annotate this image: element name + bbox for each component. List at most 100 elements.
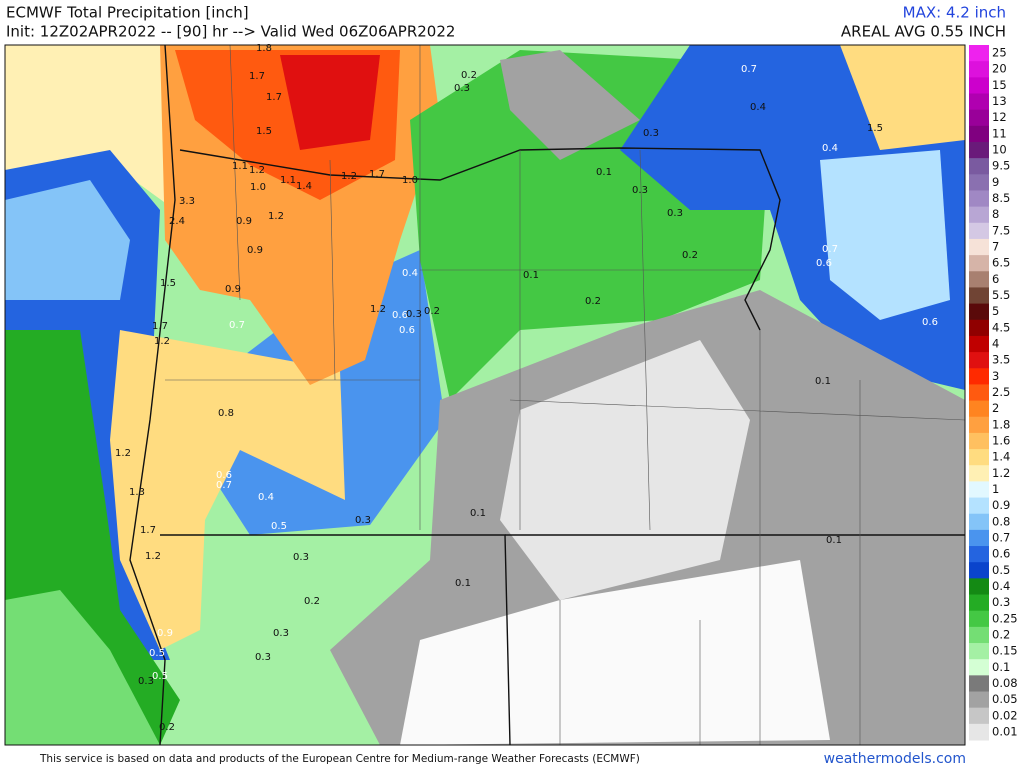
colorbar-label: 2.5: [992, 385, 1010, 399]
map-label: 1.7: [152, 321, 168, 332]
map-label: 0.6: [922, 317, 938, 328]
colorbar-swatch: [969, 238, 989, 256]
max-value: MAX: 4.2 inch: [903, 4, 1006, 22]
map-label: 0.1: [455, 578, 471, 589]
colorbar-swatch: [969, 449, 989, 466]
map-label: 1.7: [266, 92, 282, 103]
map-label: 0.1: [596, 167, 612, 178]
map-label: 0.3: [454, 83, 470, 94]
colorbar-swatch: [969, 255, 989, 272]
title: ECMWF Total Precipitation [inch]: [6, 4, 249, 22]
colorbar-swatch: [969, 659, 989, 676]
colorbar-swatch: [969, 45, 989, 62]
colorbar-swatch: [969, 465, 989, 482]
map-label: 0.2: [461, 70, 477, 81]
map-label: 0.2: [304, 596, 320, 607]
map-label: 0.9: [225, 284, 241, 295]
colorbar-swatch: [969, 723, 989, 741]
colorbar-label: 1.8: [992, 417, 1010, 431]
colorbar-label: 0.8: [992, 514, 1010, 528]
map-label: 0.2: [585, 296, 601, 307]
precip-area: [400, 560, 830, 745]
colorbar-label: 5.5: [992, 288, 1010, 302]
colorbar-label: 9: [992, 175, 999, 189]
colorbar-swatch: [969, 691, 989, 709]
colorbar-swatch: [969, 77, 989, 94]
colorbar-swatch: [969, 626, 989, 644]
map-label: 0.3: [632, 185, 648, 196]
map: [4, 44, 966, 746]
map-label: 0.4: [402, 268, 418, 279]
colorbar-label: 1.2: [992, 466, 1010, 480]
colorbar-swatch: [969, 93, 989, 111]
map-label: 1.4: [296, 181, 312, 192]
colorbar-swatch: [969, 352, 989, 369]
credit: This service is based on data and produc…: [39, 753, 640, 765]
colorbar-label: 1: [992, 482, 999, 496]
colorbar-label: 0.9: [992, 498, 1010, 512]
map-label: 1.3: [129, 487, 145, 498]
map-label: 0.5: [152, 671, 168, 682]
map-label: 1.5: [867, 123, 883, 134]
colorbar-label: 12: [992, 110, 1007, 124]
map-label: 1.7: [140, 525, 156, 536]
colorbar-swatch: [969, 497, 989, 515]
colorbar-swatch: [969, 610, 989, 628]
map-label: 1.7: [369, 169, 385, 180]
colorbar-swatch: [969, 190, 989, 208]
site-link[interactable]: weathermodels.com: [824, 751, 966, 767]
map-label: 1.0: [402, 175, 418, 186]
colorbar-label: 9.5: [992, 159, 1010, 173]
map-label: 0.2: [159, 722, 175, 733]
precip-area: [820, 150, 950, 320]
subtitle: Init: 12Z02APR2022 -- [90] hr --> Valid …: [6, 23, 455, 41]
map-label: 0.7: [229, 320, 245, 331]
colorbar-swatch: [969, 319, 989, 337]
map-label: 0.2: [682, 250, 698, 261]
map-label: 0.1: [815, 376, 831, 387]
map-labels: 1.81.71.71.51.1 1.21.01.11.41.2 1.71.03.32…: [115, 43, 938, 733]
colorbar-label: 11: [992, 126, 1007, 140]
colorbar-label: 0.7: [992, 530, 1010, 544]
colorbar-label: 0.6: [992, 547, 1010, 561]
colorbar-label: 15: [992, 78, 1007, 92]
map-label: 0.3: [667, 208, 683, 219]
map-label: 0.6: [216, 470, 232, 481]
colorbar-swatch: [969, 529, 989, 547]
colorbar-label: 0.01: [992, 724, 1018, 738]
map-label: 1.1: [232, 161, 248, 172]
colorbar-label: 10: [992, 143, 1007, 157]
map-label: 0.4: [750, 102, 766, 113]
precip-area: [110, 330, 345, 650]
colorbar-swatch: [969, 432, 989, 450]
colorbar-swatch: [969, 707, 989, 725]
map-label: 0.3: [273, 628, 289, 639]
colorbar-label: 0.15: [992, 644, 1018, 658]
colorbar-label: 5: [992, 304, 999, 318]
colorbar-label: 1.4: [992, 450, 1010, 464]
colorbar-label: 0.2: [992, 627, 1010, 641]
map-label: 1.2: [341, 171, 357, 182]
map-frame: [4, 44, 966, 746]
map-label: 0.1: [470, 508, 486, 519]
map-label: 0.7: [741, 64, 757, 75]
colorbar-label: 0.1: [992, 660, 1010, 674]
map-label: 1.2: [154, 336, 170, 347]
colorbar-label: 4: [992, 337, 999, 351]
colorbar-label: 0.08: [992, 676, 1018, 690]
colorbar-swatch: [969, 643, 989, 660]
precip-area: [5, 180, 130, 300]
colorbar-swatch: [969, 141, 989, 159]
colorbar-swatch: [969, 400, 989, 418]
map-label: 0.3: [643, 128, 659, 139]
colorbar-label: 0.05: [992, 692, 1018, 706]
map-label: 1.7: [249, 71, 265, 82]
map-label: 0.9: [157, 628, 173, 639]
colorbar-swatch: [969, 384, 989, 402]
precip-area: [280, 55, 380, 150]
map-label: 1.2: [145, 551, 161, 562]
colorbar-swatch: [969, 303, 989, 321]
map-label: 0.6: [399, 325, 415, 336]
colorbar-swatch: [969, 109, 989, 127]
